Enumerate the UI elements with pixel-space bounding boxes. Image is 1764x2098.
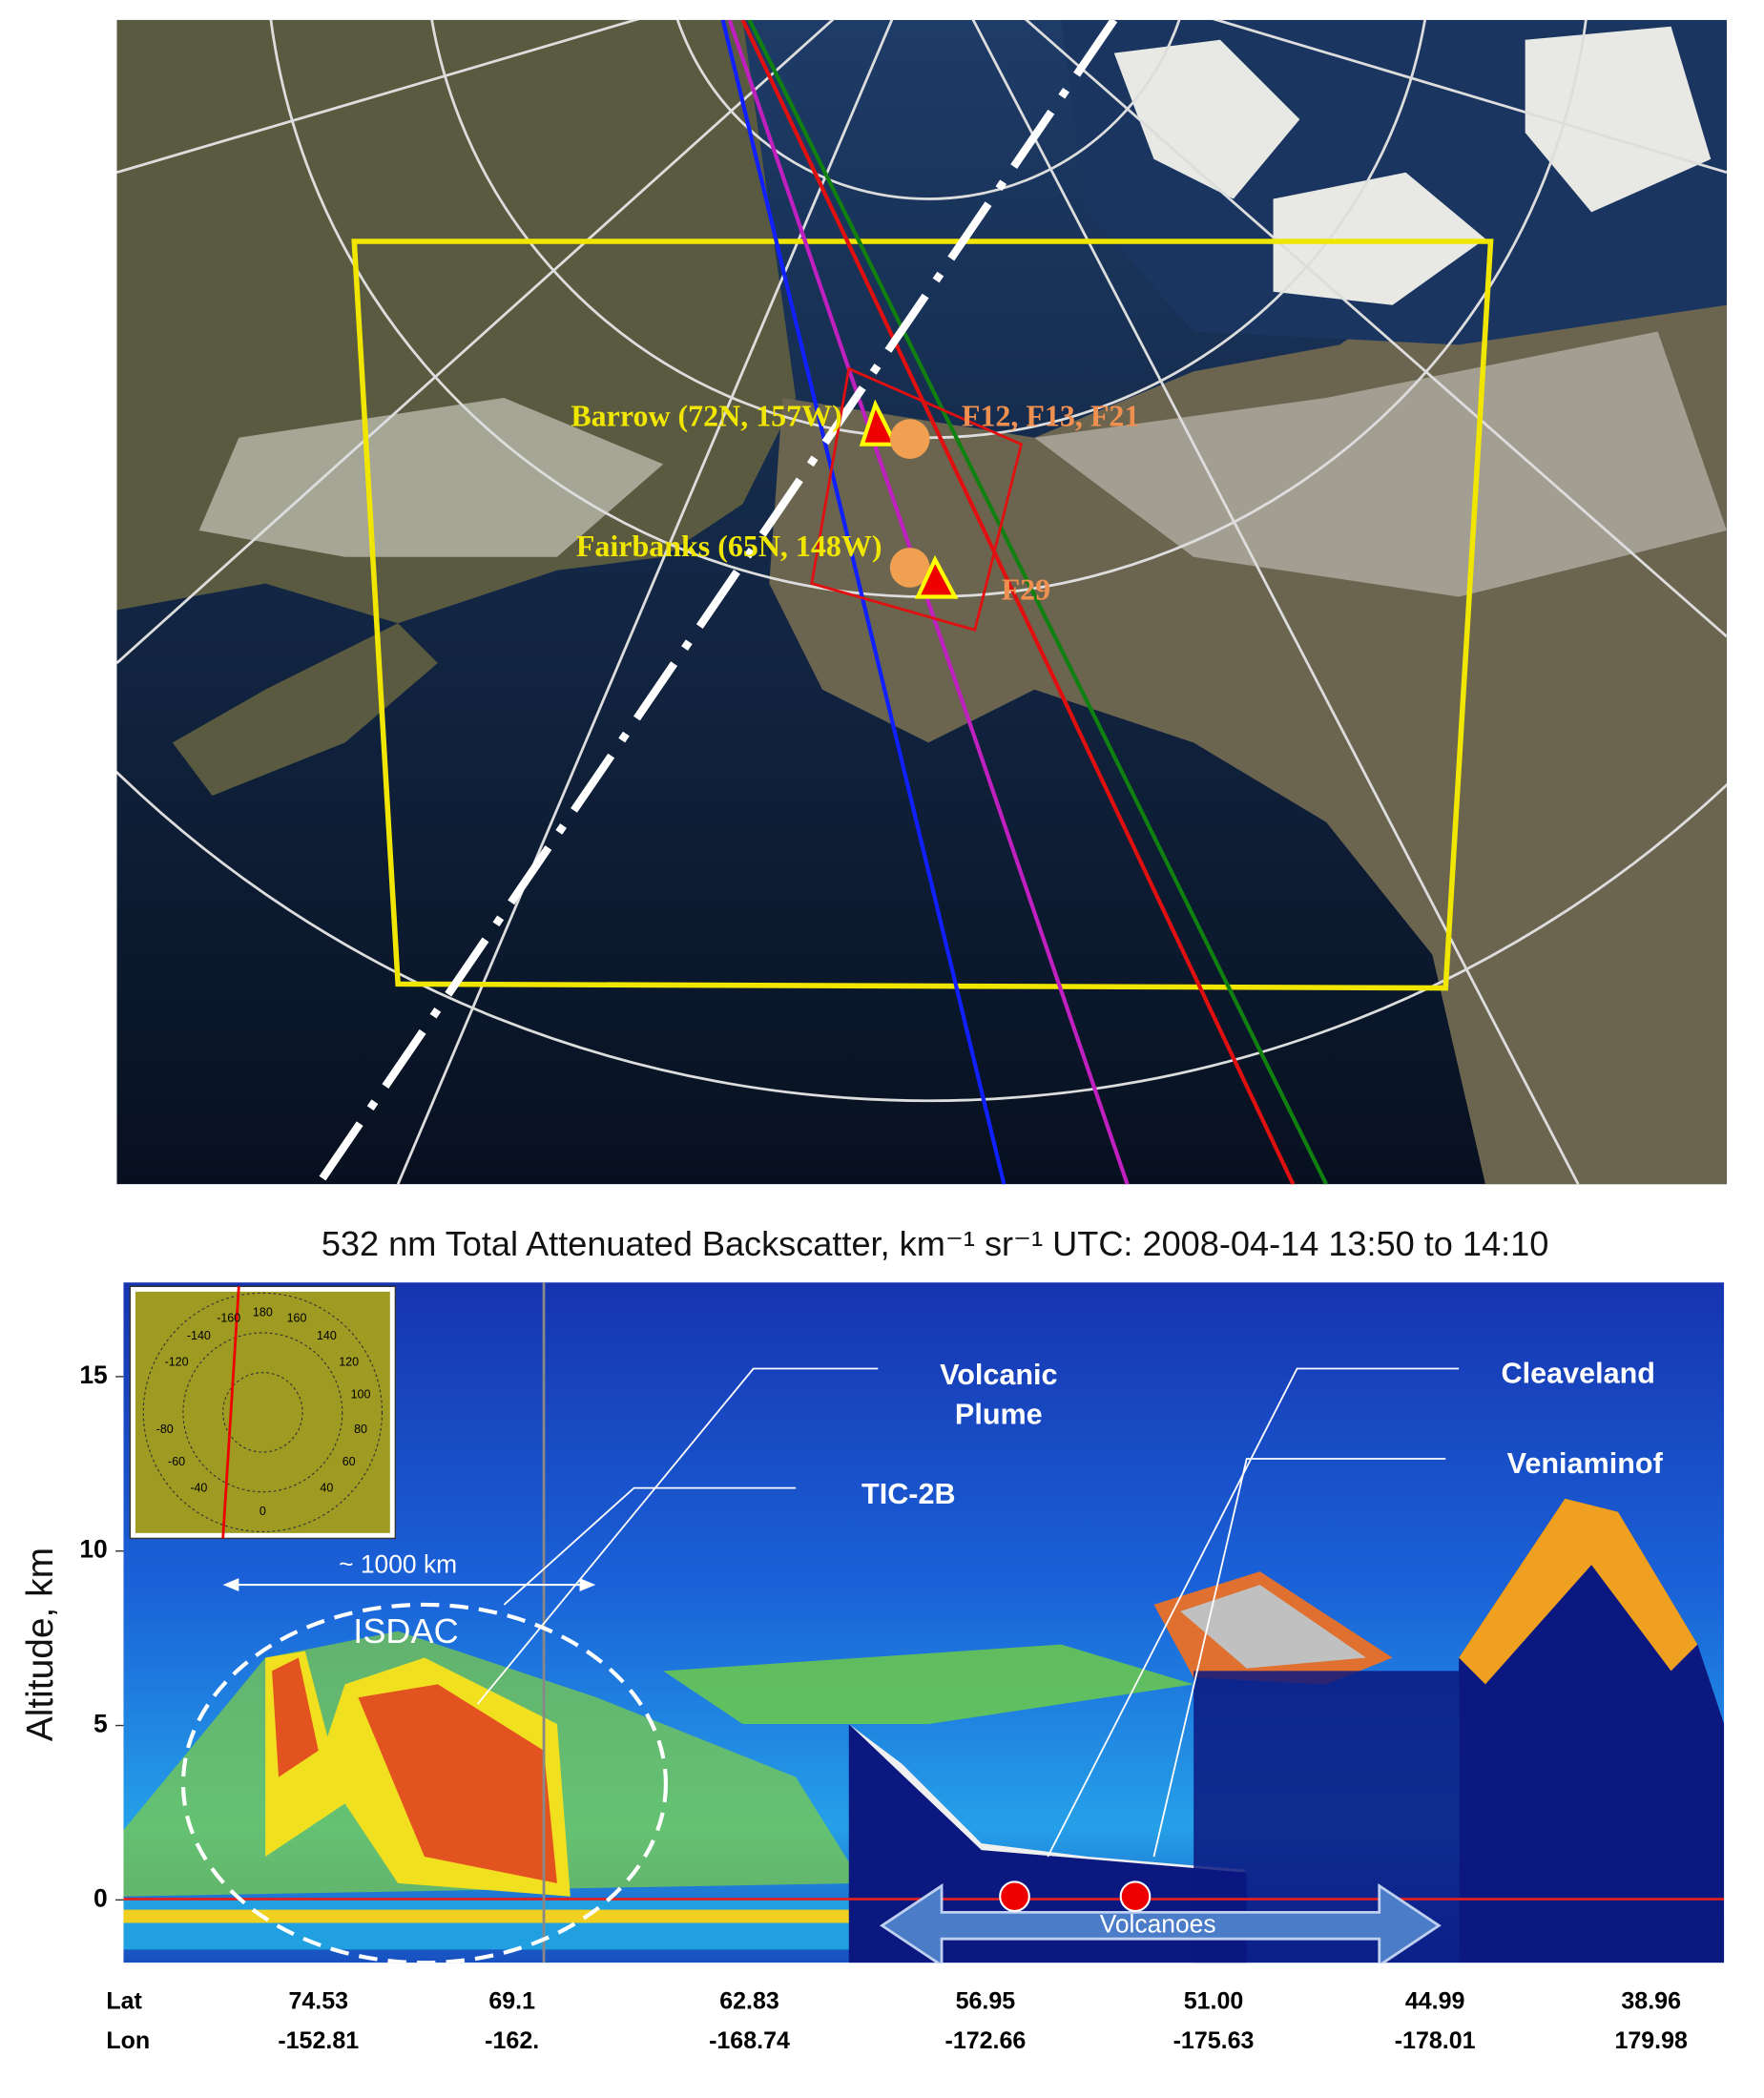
flight-label: F12, F13, F21: [962, 400, 1139, 433]
inset-label: 100: [351, 1388, 371, 1402]
y-tick-label: 10: [79, 1535, 107, 1564]
x-tick-label: -162.: [485, 2027, 539, 2054]
x-tick-label: -175.63: [1173, 2027, 1255, 2054]
y-tick-label: 0: [93, 1883, 108, 1912]
y-axis-title: Altitude, km: [20, 1548, 61, 1741]
annotation: Volcanoes: [1100, 1909, 1216, 1938]
inset-label: 120: [339, 1356, 359, 1369]
row-label: Lon: [106, 2027, 150, 2054]
x-tick-label: -178.01: [1395, 2027, 1476, 2054]
annotation: Volcanic: [940, 1359, 1058, 1391]
site-label: Fairbanks (65N, 148W): [576, 530, 882, 563]
x-tick-label: 74.53: [288, 1988, 348, 2015]
annotation: ISDAC: [353, 1611, 458, 1651]
inset-label: 160: [287, 1312, 307, 1325]
inset-label: -120: [165, 1356, 189, 1369]
inset-label: -40: [190, 1482, 207, 1495]
inset-label: -60: [168, 1455, 185, 1468]
annotation: Plume: [955, 1399, 1043, 1431]
inset-label: 60: [342, 1455, 356, 1468]
inset-label: 0: [259, 1505, 266, 1518]
inset-label: -160: [217, 1312, 240, 1325]
x-tick-label: 56.95: [956, 1988, 1016, 2015]
x-tick-label: -172.66: [944, 2027, 1026, 2054]
x-tick-label: 51.00: [1184, 1988, 1244, 2015]
map: Barrow (72N, 157W) Fairbanks (65N, 148W)…: [116, 19, 1727, 1185]
annotation: Cleaveland: [1502, 1358, 1655, 1390]
row-label: Lat: [106, 1988, 142, 2015]
inset-label: -80: [156, 1423, 174, 1436]
inset-label: -140: [187, 1329, 211, 1342]
y-tick-label: 5: [93, 1710, 108, 1738]
x-tick-label: 179.98: [1614, 2027, 1688, 2054]
x-tick-label: -152.81: [278, 2027, 359, 2054]
x-tick-label: 44.99: [1405, 1988, 1465, 2015]
curtain: 180 160 140 120 100 80 60 40 0 -40 -60 -80 -120 -140-…: [123, 1282, 1725, 1963]
x-tick-label: 69.1: [488, 1988, 535, 2015]
x-tick-label: -168.74: [709, 2027, 790, 2054]
x-tick-label: 38.96: [1621, 1988, 1681, 2015]
chart-title: 532 nm Total Attenuated Backscatter, km⁻…: [322, 1224, 1548, 1263]
annotation: ~ 1000 km: [339, 1550, 457, 1579]
site-label: Barrow (72N, 157W): [571, 400, 841, 433]
inset-label: 140: [317, 1329, 337, 1342]
annotation: Veniaminof: [1507, 1447, 1664, 1480]
y-tick-label: 15: [79, 1361, 107, 1389]
inset-label: 80: [354, 1423, 367, 1436]
inset-label: 180: [253, 1305, 273, 1319]
annotation: TIC-2B: [861, 1478, 956, 1510]
flight-label: F29: [1002, 573, 1051, 607]
inset-label: 40: [320, 1482, 333, 1495]
x-tick-label: 62.83: [719, 1988, 779, 2015]
